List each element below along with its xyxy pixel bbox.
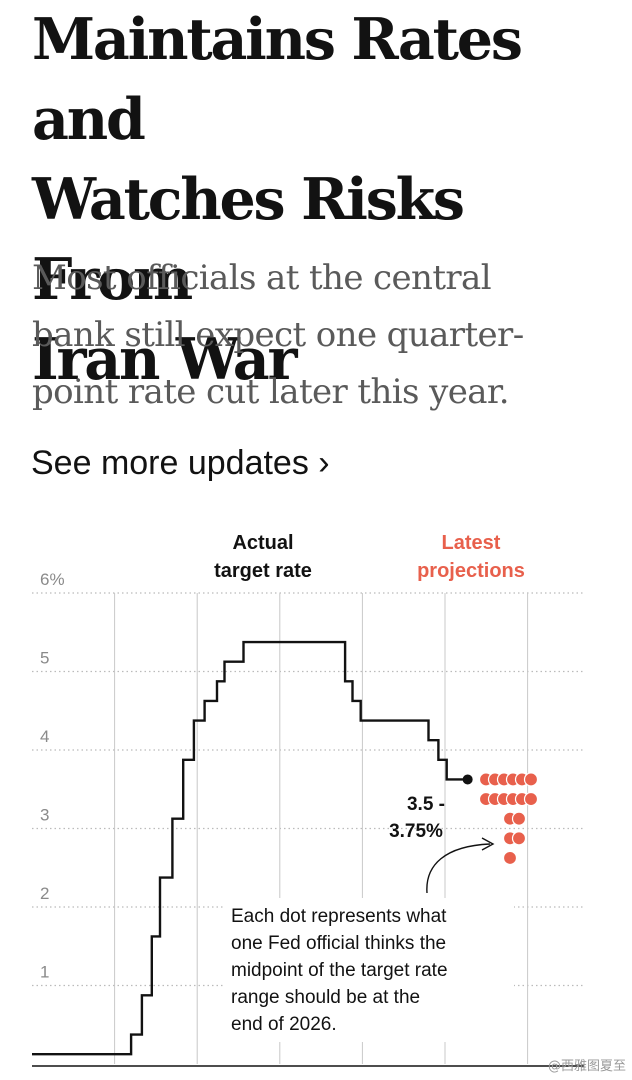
projections-header-line: projections — [417, 560, 525, 582]
current-rate-point — [462, 774, 473, 785]
projections-header-line: Latest — [442, 532, 501, 554]
y-tick-label: 5 — [40, 649, 49, 668]
projection-dot — [502, 850, 518, 866]
fed-rate-chart: 1 2 3 4 5 6% Actual target rate Latest projec… — [32, 532, 584, 1067]
y-tick-label: 1 — [40, 963, 49, 982]
y-tick-label: 4 — [40, 727, 49, 746]
see-more-updates-link[interactable]: See more updates › — [31, 444, 330, 482]
annotation-line: midpoint of the target rate — [231, 960, 448, 981]
headline-line: Watches Risks From — [32, 166, 465, 313]
chart-series — [32, 640, 473, 1056]
dek-line: point rate cut later this year. — [32, 372, 510, 412]
y-tick-label: 2 — [40, 884, 49, 903]
watermark: @西雅图夏至 — [547, 1059, 626, 1074]
current-range-label: 3.5 - — [407, 794, 445, 815]
annotation-arrowhead — [481, 837, 495, 851]
annotation-line: range should be at the — [231, 987, 420, 1008]
headline-line: Maintains Rates and — [32, 6, 523, 153]
current-range-label: 3.75% — [389, 821, 443, 842]
y-tick-label: 6% — [40, 570, 65, 589]
annotation-line: Each dot represents what — [231, 906, 447, 927]
summary-dek: Most officials at the central bank still… — [32, 250, 622, 421]
projection-dot — [523, 791, 539, 807]
actual-rate-line — [32, 640, 466, 1056]
chart-headers: Actual target rate Latest projections — [214, 532, 525, 582]
y-tick-label: 3 — [40, 806, 49, 825]
projection-dot — [511, 831, 527, 846]
annotation-line: end of 2026. — [231, 1014, 337, 1035]
headline: Maintains Rates and Watches Risks From I… — [32, 0, 622, 400]
projection-dot — [511, 811, 527, 826]
headline-line: Iran War — [32, 326, 298, 393]
projection-dots — [478, 772, 539, 866]
dek-line: Most officials at the central — [32, 258, 492, 298]
chart-labels: 3.5 - 3.75% Each dot represents what one… — [224, 794, 514, 1042]
actual-header-line: Actual — [232, 532, 293, 554]
annotation-arrow — [426, 843, 491, 894]
y-axis: 1 2 3 4 5 6% — [40, 570, 65, 982]
annotation-backdrop — [224, 898, 514, 1042]
dek-line: bank still expect one quarter- — [32, 315, 524, 355]
actual-header-line: target rate — [214, 560, 312, 582]
annotation-line: one Fed official thinks the — [231, 933, 446, 954]
projection-dot — [523, 772, 539, 787]
